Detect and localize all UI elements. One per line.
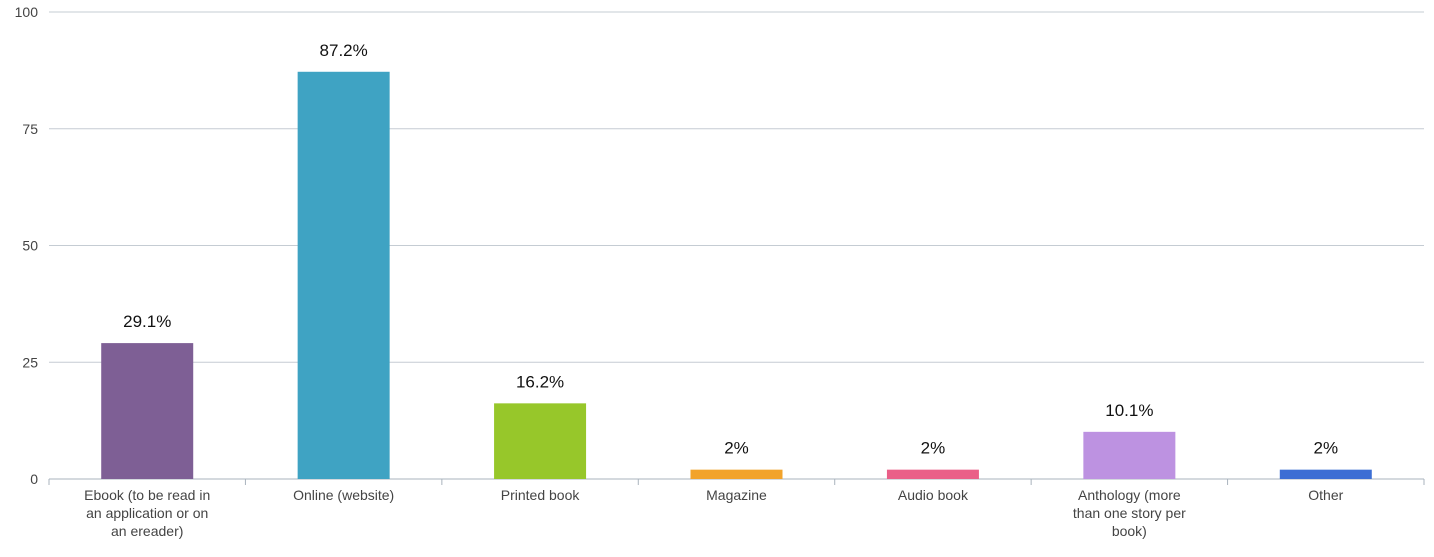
data-label: 29.1% <box>123 312 171 331</box>
x-tick-label: Anthology (more <box>1078 487 1181 503</box>
data-label: 2% <box>921 439 946 458</box>
x-tick-label: an application or on <box>86 505 208 521</box>
data-label: 2% <box>724 439 749 458</box>
bar[interactable] <box>690 469 783 479</box>
x-tick-label: Printed book <box>501 487 581 503</box>
bar[interactable] <box>297 71 390 479</box>
y-tick-label: 0 <box>30 471 38 487</box>
bar[interactable] <box>886 469 979 479</box>
bar[interactable] <box>1083 431 1176 479</box>
x-tick-label: Ebook (to be read in <box>84 487 210 503</box>
data-label: 16.2% <box>516 372 564 391</box>
x-tick-label: an ereader) <box>111 523 183 539</box>
labels-layer: 29.1% Ebook (to be read in an application … <box>84 41 1343 539</box>
bar[interactable] <box>101 343 194 479</box>
bar[interactable] <box>1279 469 1372 479</box>
y-tick-label: 50 <box>22 238 38 254</box>
data-label: 2% <box>1313 439 1338 458</box>
y-tick-label: 75 <box>22 121 38 137</box>
x-tick-label: Other <box>1308 487 1343 503</box>
grid-layer: 0 25 50 75 100 <box>15 4 1425 487</box>
x-tick-label: book) <box>1112 523 1147 539</box>
bars-layer <box>101 71 1372 479</box>
x-tick-label: Magazine <box>706 487 767 503</box>
y-tick-label: 25 <box>22 354 38 370</box>
x-tick-label: Audio book <box>898 487 969 503</box>
x-tick-label: Online (website) <box>293 487 394 503</box>
bar[interactable] <box>494 403 587 479</box>
data-label: 87.2% <box>320 41 368 60</box>
x-tick-label: than one story per <box>1073 505 1186 521</box>
data-label: 10.1% <box>1105 401 1153 420</box>
y-tick-label: 100 <box>15 4 39 20</box>
